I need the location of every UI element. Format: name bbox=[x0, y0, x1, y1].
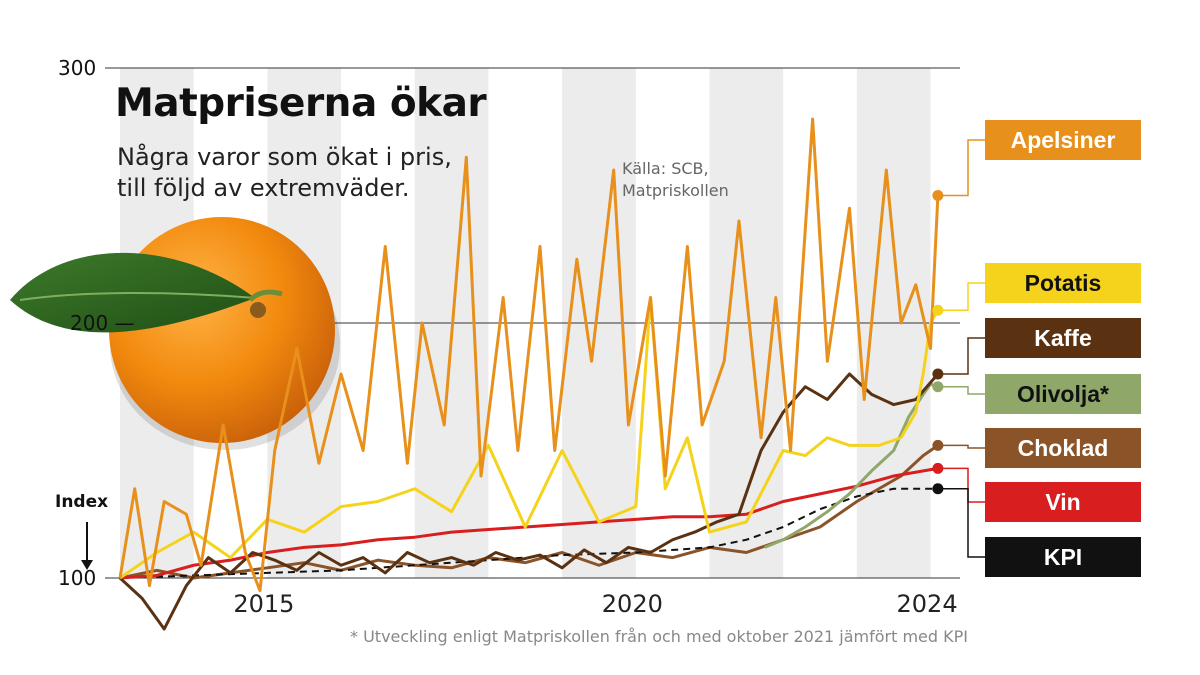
connector-olivolja bbox=[937, 386, 985, 395]
series-line-potatis bbox=[119, 296, 940, 580]
x-tick-2020: 2020 bbox=[601, 590, 663, 618]
series-lines bbox=[118, 117, 940, 631]
x-tick-2024: 2024 bbox=[896, 590, 958, 618]
source-line-1: Källa: SCB, bbox=[622, 159, 709, 178]
legend-apelsiner: Apelsiner bbox=[985, 120, 1141, 160]
orange-fruit-icon bbox=[10, 217, 340, 450]
end-dot-vin bbox=[932, 462, 944, 474]
series-line-kpi bbox=[119, 487, 938, 579]
subtitle-line-2: till följd av extremväder. bbox=[117, 174, 410, 202]
legend-kaffe: Kaffe bbox=[985, 318, 1141, 358]
legend-kpi: KPI bbox=[985, 537, 1141, 577]
y-axis-arrowhead bbox=[81, 560, 93, 570]
y-axis-label: Index bbox=[55, 492, 109, 512]
legend-potatis: Potatis bbox=[985, 263, 1141, 303]
series-line-choklad bbox=[119, 444, 939, 580]
y-tick-300: 300 bbox=[58, 56, 97, 80]
chart-subtitle: Några varor som ökat i pris, till följd … bbox=[117, 142, 452, 204]
series-line-apelsiner bbox=[118, 117, 940, 593]
end-dot-kpi bbox=[932, 483, 944, 495]
y-tick-100: 100 bbox=[58, 566, 97, 590]
end-dot-kaffe bbox=[932, 368, 944, 380]
legend-vin: Vin bbox=[985, 482, 1141, 522]
x-tick-2015: 2015 bbox=[233, 590, 295, 618]
source-line-2: Matpriskollen bbox=[622, 181, 729, 200]
connector-kaffe bbox=[937, 337, 985, 375]
end-dot-apelsiner bbox=[932, 190, 944, 201]
subtitle-line-1: Några varor som ökat i pris, bbox=[117, 143, 452, 171]
footnote: * Utveckling enligt Matpriskollen från o… bbox=[350, 627, 968, 646]
end-dot-olivolja bbox=[932, 381, 944, 393]
end-dot-potatis bbox=[932, 304, 944, 316]
y-tick-200: 200 — bbox=[70, 311, 135, 335]
source-note: Källa: SCB, Matpriskollen bbox=[622, 158, 729, 202]
connector-choklad bbox=[937, 444, 985, 449]
connector-kpi bbox=[937, 488, 985, 558]
legend-olivolja: Olivolja* bbox=[985, 374, 1141, 414]
chart-title: Matpriserna ökar bbox=[115, 81, 487, 126]
legend-choklad: Choklad bbox=[985, 428, 1141, 468]
end-dot-choklad bbox=[932, 439, 944, 451]
series-end-markers bbox=[932, 139, 985, 558]
series-line-kaffe bbox=[118, 372, 940, 631]
connector-potatis bbox=[937, 282, 985, 311]
connector-vin bbox=[937, 467, 985, 503]
connector-apelsiner bbox=[937, 139, 985, 197]
series-line-olivolja bbox=[764, 382, 939, 549]
